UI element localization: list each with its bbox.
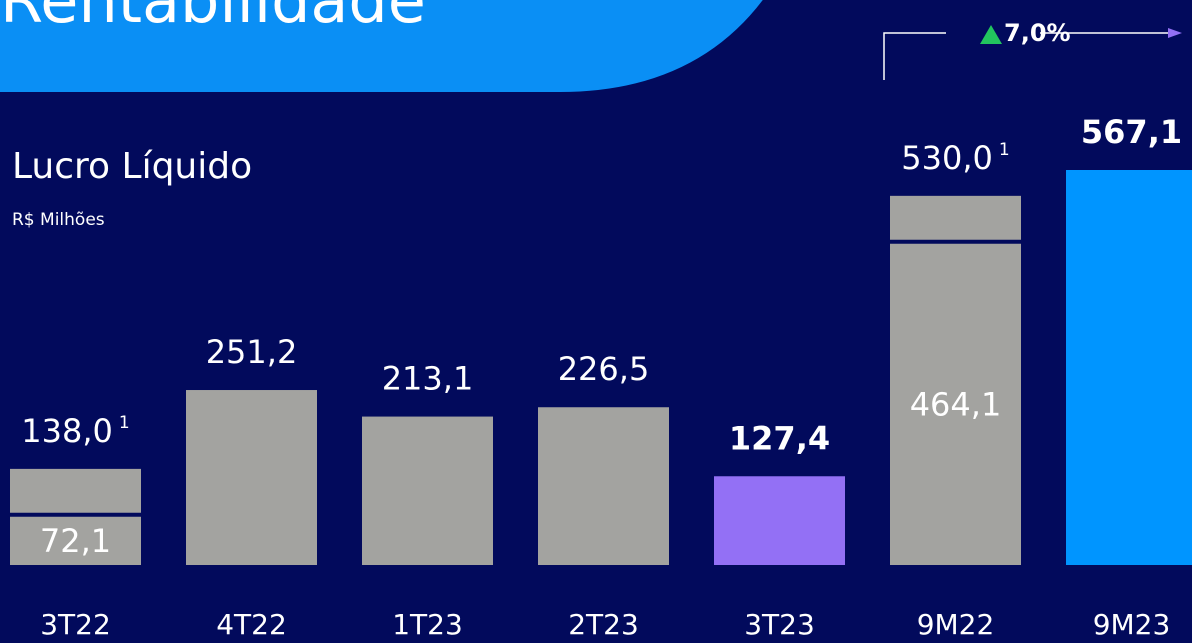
value-label-text: 530,0 <box>901 139 993 177</box>
value-label: 213,1 <box>382 360 474 398</box>
header-shape <box>0 0 763 92</box>
x-tick-label: 3T23 <box>744 608 815 641</box>
up-triangle <box>980 25 1002 44</box>
x-tick-label: 2T23 <box>568 608 639 641</box>
value-label: 138,0 1 <box>21 412 129 450</box>
x-tick-label: 3T22 <box>40 608 111 641</box>
inner-value-label: 464,1 <box>910 385 1002 423</box>
bar <box>10 468 141 565</box>
value-label-text: 251,2 <box>206 333 298 371</box>
value-label: 226,5 <box>558 350 650 388</box>
value-label-text: 226,5 <box>558 350 650 388</box>
value-label: 251,2 <box>206 333 298 371</box>
x-tick-label: 9M23 <box>1093 608 1171 641</box>
bar <box>186 390 317 565</box>
bracket-left <box>883 32 946 80</box>
bar <box>538 407 669 565</box>
footnote-mark: 1 <box>999 140 1010 160</box>
x-tick-label: 4T22 <box>216 608 287 641</box>
bar <box>890 195 1021 565</box>
chart-subtitle: R$ Milhões <box>12 210 105 230</box>
value-label-text: 127,4 <box>729 419 830 457</box>
value-label-text: 138,0 <box>21 412 113 450</box>
arrow-head <box>1168 28 1182 38</box>
x-tick-label: 1T23 <box>392 608 463 641</box>
annotation: 7,0% <box>1004 19 1071 47</box>
bar <box>362 416 493 565</box>
value-label: 530,0 1 <box>901 139 1009 177</box>
value-label-text: 213,1 <box>382 360 474 398</box>
chart-title: Lucro Líquido <box>12 146 252 187</box>
x-tick-label: 9M22 <box>917 608 995 641</box>
header-title: Rentabilidade <box>0 0 426 37</box>
inner-value-label: 72,1 <box>40 522 111 560</box>
value-label: 567,1 <box>1081 113 1182 151</box>
footnote-mark: 1 <box>119 413 130 433</box>
value-label: 127,4 <box>729 419 830 457</box>
bar <box>1066 170 1192 565</box>
bar <box>714 476 845 565</box>
value-label-text: 567,1 <box>1081 113 1182 151</box>
